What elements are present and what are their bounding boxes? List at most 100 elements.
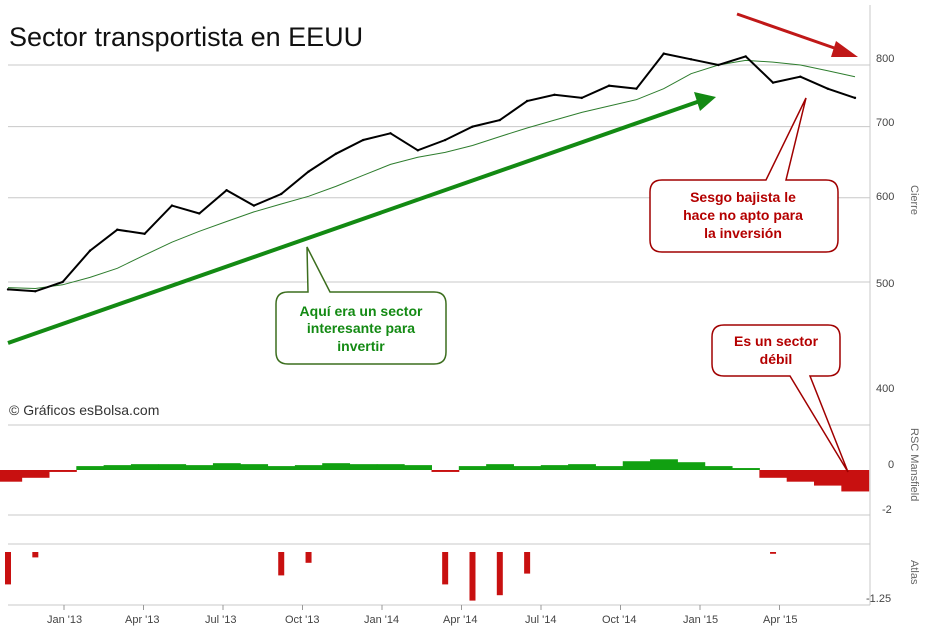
rs-bar [294,465,323,470]
price-axis-name: Cierre [908,185,920,215]
rs-bar [622,461,651,470]
red-callout-line: Es un sector [734,333,819,349]
x-tick-label: Jul '14 [525,614,556,626]
rs-bar [704,466,733,470]
x-tick-label: Apr '14 [443,614,478,626]
price-point [580,96,583,100]
rs-bar [431,470,460,472]
rs-bar [404,465,432,470]
relative-strength-area [0,459,870,492]
x-tick-label: Jan '13 [47,614,82,626]
price-point [799,75,802,78]
rs-bar [786,470,815,482]
atlas-bar [469,552,476,601]
rs-bar [759,470,788,478]
price-point [635,87,638,90]
price-point [198,212,201,215]
price-point [143,232,146,236]
price-point [416,149,420,152]
atlas-bar [442,552,449,585]
price-point [525,99,529,103]
rs-bar [513,466,542,470]
rs-bar [540,465,569,470]
moving-average-line [7,59,856,290]
rs-bar [21,470,50,478]
price-point [252,204,256,207]
price-point [717,63,720,67]
rs-bar [322,463,351,470]
price-point [443,138,447,142]
price-point [553,93,556,96]
rs-bar [130,464,159,470]
atlas-bars [5,552,777,601]
rs-bar [349,464,378,470]
x-tick-label: Jan '14 [364,614,399,626]
price-point [34,290,37,293]
price-axis: 800 700 600 500 400 [876,53,894,395]
price-point [607,84,611,87]
price-line [7,52,856,293]
red-callout-bias: Sesgo bajista le hace no apto para la in… [649,97,839,253]
x-tick-label: Apr '13 [125,614,160,626]
x-tick-label: Jul '13 [205,614,236,626]
x-tick-label: Oct '14 [602,614,637,626]
price-point [853,96,857,100]
price-point [826,87,829,90]
rs-bar [458,466,487,470]
x-tick-label: Jan '15 [683,614,718,626]
x-tick-label: Oct '13 [285,614,320,626]
price-tick-label: 800 [876,53,894,65]
rs-bar [185,465,214,470]
price-point [280,192,283,196]
rs-bar [103,465,132,470]
price-point [361,138,365,142]
atlas-bar [278,552,285,576]
atlas-tick-label: -1.25 [866,593,891,605]
rs-bar [677,462,706,470]
rs-bar [732,468,760,470]
price-point [498,118,502,122]
atlas-bar [770,552,777,554]
red-callout-weak: Es un sector débil [711,324,849,473]
atlas-bar [32,552,39,558]
price-point [116,228,119,231]
price-point [61,280,64,284]
red-callout-line: débil [760,351,793,367]
rs-bar [212,463,241,470]
atlas-bar [5,552,11,585]
rs-bar [595,466,624,470]
rs-bar [486,464,514,470]
price-point [225,188,228,192]
atlas-bar [496,552,503,596]
grid [8,5,871,610]
atlas-axis: -1.25 [866,593,891,605]
chart-title: Sector transportista en EEUU [9,22,363,52]
price-point [88,249,92,252]
green-callout: Aquí era un sector interesante para inve… [275,246,447,365]
rs-bar [267,466,296,470]
red-callout-line: hace no apto para [683,207,803,223]
green-callout-line: invertir [337,338,385,354]
rs-bar [76,466,105,470]
uptrend-arrow [7,92,716,345]
price-tick-label: 500 [876,278,894,290]
green-callout-line: Aquí era un sector [300,303,423,319]
rs-bar [158,464,187,470]
price-point [307,170,310,173]
price-point [662,52,665,55]
rs-bar [814,470,842,486]
green-callout-line: interesante para [307,320,415,336]
rs-bar [376,464,405,470]
price-point [744,55,747,58]
rs-axis-name: RSC Mansfield [908,428,920,501]
copyright-text: © Gráficos esBolsa.com [9,402,159,418]
rs-bar [0,470,23,482]
rs-tick-label: 0 [888,459,894,471]
price-point [771,81,775,84]
rs-bar [240,464,269,470]
red-callout-line: la inversión [704,225,782,241]
atlas-axis-name: Atlas [908,560,920,585]
rs-bar [568,464,596,470]
price-point [471,125,474,128]
